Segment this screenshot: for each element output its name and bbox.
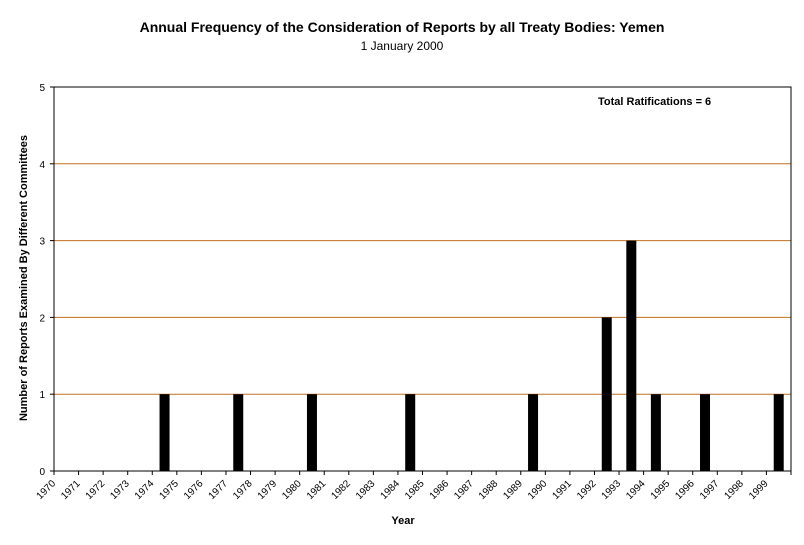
x-tick-label-1990: 1990 (526, 478, 550, 502)
x-tick-label-1995: 1995 (649, 478, 673, 502)
bar-1984 (405, 394, 416, 471)
x-tick-label-1981: 1981 (305, 478, 329, 502)
y-tick-label-2: 2 (39, 313, 45, 324)
x-tick-label-1988: 1988 (477, 478, 501, 502)
x-tick-label-1973: 1973 (108, 478, 132, 502)
chart-title: Annual Frequency of the Consideration of… (140, 19, 665, 35)
gridlines (54, 86, 791, 395)
bar-1974 (159, 394, 170, 471)
x-tick-label-1975: 1975 (157, 478, 181, 502)
x-tick-label-1999: 1999 (747, 478, 771, 502)
x-tick-label-1982: 1982 (329, 478, 353, 502)
x-tick-labels: 1970 1971 1972 1973 1974 1975 1976 1977 1978 1979… (35, 478, 771, 502)
x-tick-label-1984: 1984 (379, 478, 403, 502)
bar-1989 (528, 394, 539, 471)
bars (159, 240, 784, 471)
x-tick-label-1983: 1983 (354, 478, 378, 502)
bar-1994 (650, 394, 661, 471)
x-tick-label-1971: 1971 (59, 478, 83, 502)
x-tick-label-1977: 1977 (207, 478, 231, 502)
y-tick-label-4: 4 (39, 160, 45, 171)
x-tick-label-1985: 1985 (403, 478, 427, 502)
x-tick-label-1979: 1979 (256, 478, 280, 502)
x-tick-label-1991: 1991 (551, 478, 575, 502)
total-ratifications-annotation: Total Ratifications = 6 (598, 96, 711, 108)
chart-subtitle: 1 January 2000 (361, 39, 444, 53)
bar-1999 (773, 394, 784, 471)
y-tick-label-3: 3 (39, 237, 45, 248)
x-tick-label-1997: 1997 (698, 478, 722, 502)
x-tick-label-1987: 1987 (452, 478, 476, 502)
x-tick-label-1978: 1978 (231, 478, 255, 502)
x-tick-label-1976: 1976 (182, 478, 206, 502)
axes (50, 86, 792, 475)
bar-1980 (306, 394, 317, 471)
x-tick-label-1970: 1970 (35, 478, 59, 502)
x-axis-title: Year (391, 515, 415, 527)
bar-1996 (700, 394, 711, 471)
bar-1992 (601, 317, 612, 471)
x-tick-label-1989: 1989 (501, 478, 525, 502)
y-tick-label-5: 5 (39, 83, 45, 94)
x-tick-label-1972: 1972 (84, 478, 108, 502)
bar-1993 (626, 240, 637, 471)
bar-1977 (233, 394, 244, 471)
x-tick-label-1994: 1994 (624, 478, 648, 502)
x-tick-label-1996: 1996 (673, 478, 697, 502)
x-tick-label-1998: 1998 (722, 478, 746, 502)
x-tick-label-1993: 1993 (600, 478, 624, 502)
x-tick-label-1992: 1992 (575, 478, 599, 502)
x-tick-label-1980: 1980 (280, 478, 304, 502)
x-tick-label-1986: 1986 (428, 478, 452, 502)
y-tick-labels: 0 1 2 3 4 5 (39, 83, 45, 478)
y-axis-title: Number of Reports Examined By Different … (18, 135, 30, 421)
y-tick-label-1: 1 (39, 390, 45, 401)
y-tick-label-0: 0 (39, 467, 45, 478)
x-tick-label-1974: 1974 (133, 478, 157, 502)
